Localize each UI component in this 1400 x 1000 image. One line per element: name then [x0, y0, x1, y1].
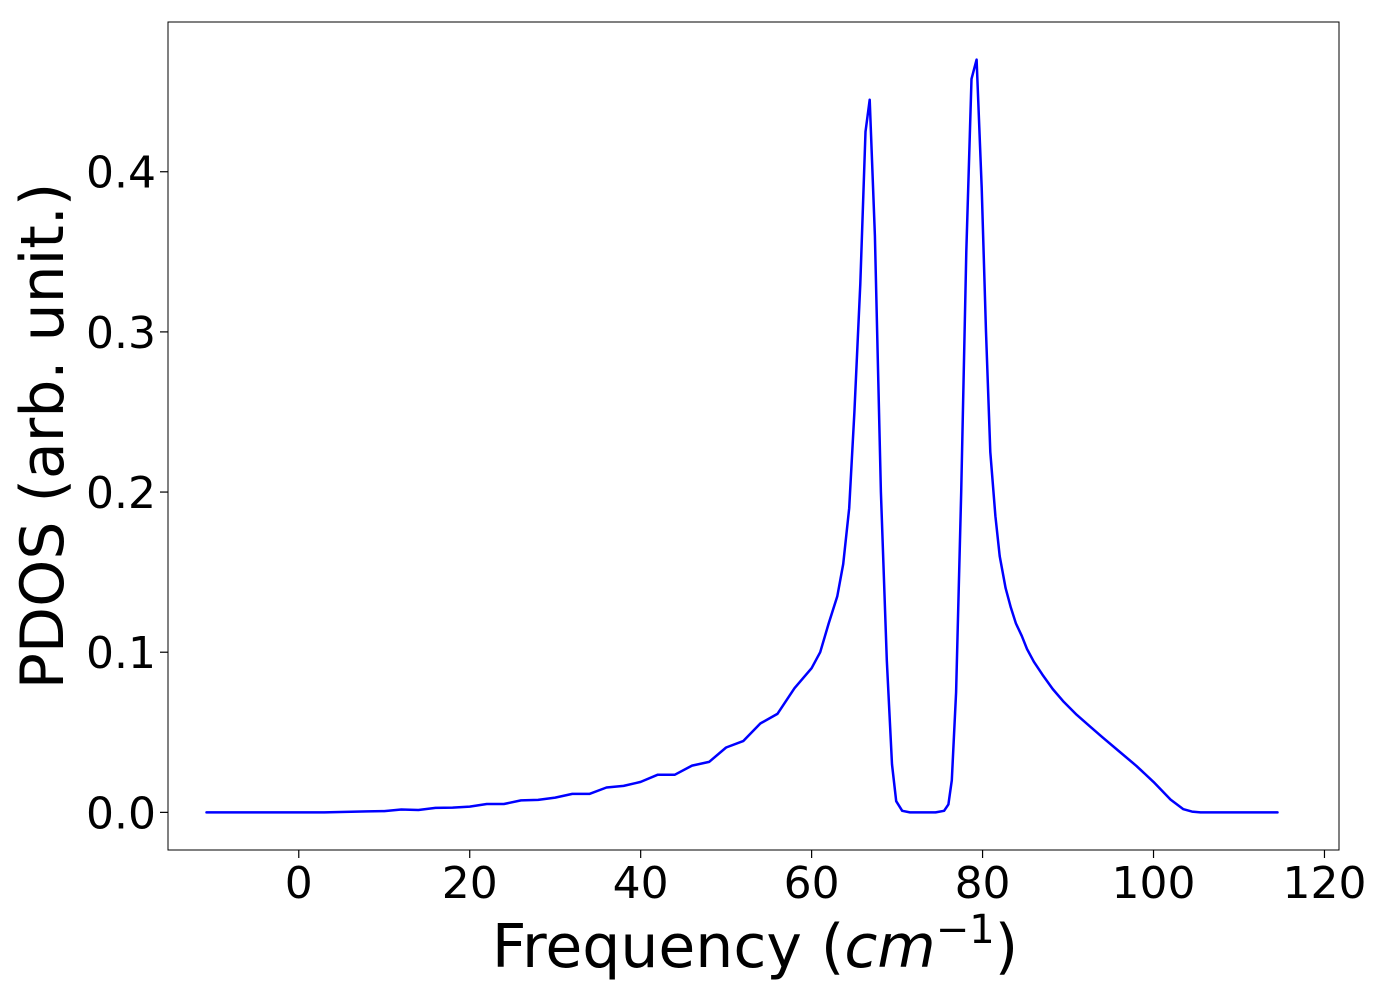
y-axis-ticks: 0.0 0.1 0.2 0.3 0.4 — [86, 148, 168, 839]
x-tick-label: 0 — [285, 858, 313, 909]
x-tick-label: 120 — [1282, 858, 1366, 909]
x-tick-label: 40 — [613, 858, 669, 909]
x-axis-label: Frequency (cm−1) — [492, 907, 1018, 982]
plot-area — [167, 21, 1340, 851]
x-axis-label-text: Frequency ( — [492, 912, 844, 982]
x-axis-label-unit: cm — [844, 912, 935, 982]
y-tick-label: 0.1 — [86, 628, 156, 679]
x-tick-label: 60 — [784, 858, 840, 909]
x-tick-label: 100 — [1112, 858, 1196, 909]
x-tick-label: 20 — [442, 858, 498, 909]
x-axis-label-exponent: −1 — [936, 907, 995, 953]
x-tick-label: 80 — [955, 858, 1011, 909]
y-axis-label: PDOS (arb. unit.) — [8, 183, 78, 690]
y-tick-label: 0.0 — [86, 788, 156, 839]
pdos-series-line — [205, 58, 1279, 814]
x-axis-label-close: ) — [995, 912, 1018, 982]
y-tick-label: 0.4 — [86, 148, 156, 199]
y-tick-label: 0.2 — [86, 468, 156, 519]
y-tick-label: 0.3 — [86, 308, 156, 359]
x-axis-ticks: 0 20 40 60 80 100 120 — [285, 850, 1366, 909]
